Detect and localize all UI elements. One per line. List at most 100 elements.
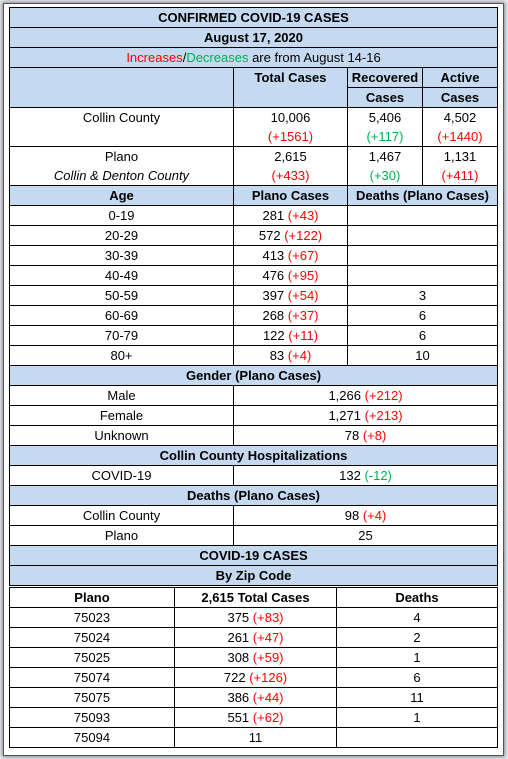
table-row: Collin County 98 (+4) xyxy=(9,505,499,526)
table-row: 80+ 83 (+4) 10 xyxy=(9,345,499,366)
age-deaths: 3 xyxy=(346,285,499,306)
plano-total: 2,615 xyxy=(233,146,348,166)
active-header-2: Cases xyxy=(421,87,499,108)
age-deaths-header: Deaths (Plano Cases) xyxy=(346,185,499,206)
table-row: 75025 308 (+59) 1 xyxy=(9,647,498,668)
age-cases: 268 (+37) xyxy=(233,305,348,326)
age-cases: 476 (+95) xyxy=(233,265,348,286)
zip-code: 75094 xyxy=(9,727,175,748)
report-title: CONFIRMED COVID-19 CASES xyxy=(8,7,499,28)
table-row: 20-29 572 (+122) xyxy=(9,225,499,246)
age-group: 0-19 xyxy=(9,205,234,226)
table-row: 75093 551 (+62) 1 xyxy=(9,707,498,728)
table-row: 70-79 122 (+11) 6 xyxy=(9,325,499,346)
zip-code: 75024 xyxy=(9,627,175,648)
age-cases: 397 (+54) xyxy=(233,285,348,306)
age-header: Age xyxy=(9,185,234,206)
zip-deaths-header: Deaths xyxy=(336,587,498,608)
gender-label: Male xyxy=(9,385,234,406)
age-group: 50-59 xyxy=(9,285,234,306)
active-header-1: Active xyxy=(421,67,499,88)
zip-cases: 375 (+83) xyxy=(174,607,337,628)
table-row: 75074 722 (+126) 6 xyxy=(9,667,498,688)
report-date: August 17, 2020 xyxy=(8,27,499,48)
plano-label: Plano xyxy=(9,146,234,166)
zip-code: 75023 xyxy=(9,607,175,628)
table-row: 75024 261 (+47) 2 xyxy=(9,627,498,648)
deaths-value: 25 xyxy=(232,525,499,546)
table-row: Plano 25 xyxy=(9,525,499,546)
zip-cases: 11 xyxy=(174,727,337,748)
hospital-value: 132 (-12) xyxy=(232,465,499,486)
plano-recovered-change: (+30) xyxy=(347,166,423,186)
age-cases: 83 (+4) xyxy=(233,345,348,366)
age-cases: 413 (+67) xyxy=(233,245,348,266)
zip-code: 75075 xyxy=(9,687,175,708)
table-row: 75094 11 xyxy=(9,727,498,748)
plano-total-change: (+433) xyxy=(233,166,348,186)
age-deaths: 10 xyxy=(346,345,499,366)
zip-code: 75074 xyxy=(9,667,175,688)
collin-recovered-change: (+117) xyxy=(347,127,423,147)
age-group: 60-69 xyxy=(9,305,234,326)
table-row: COVID-19 132 (-12) xyxy=(9,465,499,486)
table-row: Female 1,271 (+213) xyxy=(9,405,499,426)
age-deaths xyxy=(346,245,499,266)
hospital-label: COVID-19 xyxy=(9,465,234,486)
zip-cases: 308 (+59) xyxy=(174,647,337,668)
plano-active-change: (+411) xyxy=(421,166,499,186)
plano-cases-header: Plano Cases xyxy=(233,185,348,206)
collin-county-label: Collin County xyxy=(9,107,234,147)
recovered-header-1: Recovered xyxy=(347,67,423,88)
age-deaths: 6 xyxy=(346,305,499,326)
age-group: 80+ xyxy=(9,345,234,366)
age-group: 40-49 xyxy=(9,265,234,286)
collin-active-change: (+1440) xyxy=(421,127,499,147)
hospital-section-title: Collin County Hospitalizations xyxy=(8,445,499,466)
plano-recovered: 1,467 xyxy=(347,146,423,166)
summary-blank-header xyxy=(9,67,234,108)
table-row: Male 1,266 (+212) xyxy=(9,385,499,406)
gender-value: 1,266 (+212) xyxy=(232,385,499,406)
age-cases: 122 (+11) xyxy=(233,325,348,346)
zip-plano-header: Plano xyxy=(9,587,175,608)
gender-section-title: Gender (Plano Cases) xyxy=(8,365,499,386)
change-note: Increases/Decreases are from August 14-1… xyxy=(8,47,499,68)
deaths-section-title: Deaths (Plano Cases) xyxy=(8,485,499,506)
zip-deaths xyxy=(336,727,498,748)
age-deaths xyxy=(346,265,499,286)
table-row: 60-69 268 (+37) 6 xyxy=(9,305,499,326)
age-deaths: 6 xyxy=(346,325,499,346)
table-row: Unknown 78 (+8) xyxy=(9,425,499,446)
zip-deaths: 1 xyxy=(336,707,498,728)
gender-value: 1,271 (+213) xyxy=(232,405,499,426)
collin-total-change: (+1561) xyxy=(233,127,348,147)
recovered-header-2: Cases xyxy=(347,87,423,108)
table-row: 75023 375 (+83) 4 xyxy=(9,607,498,628)
zip-code: 75093 xyxy=(9,707,175,728)
gender-label: Unknown xyxy=(9,425,234,446)
gender-value: 78 (+8) xyxy=(232,425,499,446)
age-cases: 281 (+43) xyxy=(233,205,348,226)
collin-recovered: 5,406 xyxy=(347,107,423,127)
age-cases: 572 (+122) xyxy=(233,225,348,246)
zip-code: 75025 xyxy=(9,647,175,668)
zip-deaths: 4 xyxy=(336,607,498,628)
deaths-label: Plano xyxy=(9,525,234,546)
table-row: 0-19 281 (+43) xyxy=(9,205,499,226)
zip-deaths: 1 xyxy=(336,647,498,668)
collin-active: 4,502 xyxy=(421,107,499,127)
deaths-value: 98 (+4) xyxy=(232,505,499,526)
table-row: 30-39 413 (+67) xyxy=(9,245,499,266)
plano-sublabel: Collin & Denton County xyxy=(9,166,234,186)
zip-deaths: 6 xyxy=(336,667,498,688)
age-deaths xyxy=(346,205,499,226)
age-deaths xyxy=(346,225,499,246)
table-row: 75075 386 (+44) 11 xyxy=(9,687,498,708)
zip-table: Plano 2,615 Total Cases Deaths 75023 375… xyxy=(9,587,498,748)
zip-deaths: 2 xyxy=(336,627,498,648)
plano-active: 1,131 xyxy=(421,146,499,166)
increases-label: Increases xyxy=(126,50,183,65)
collin-total: 10,006 xyxy=(233,107,348,127)
zip-cases: 386 (+44) xyxy=(174,687,337,708)
